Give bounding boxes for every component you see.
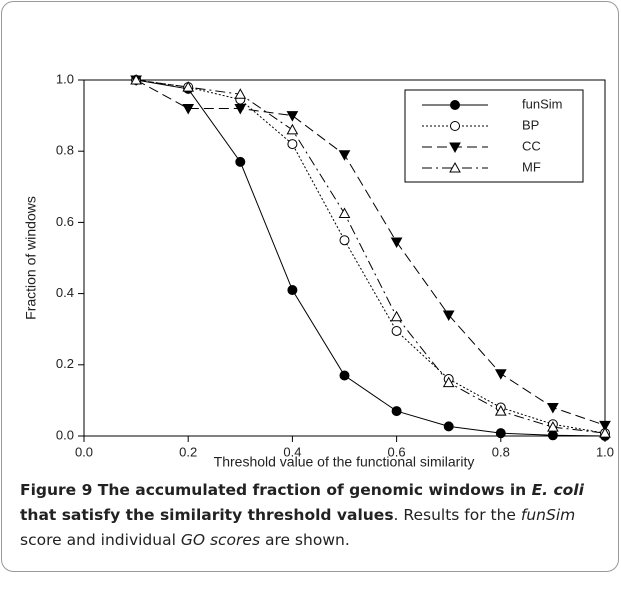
data-point	[182, 81, 195, 92]
caption-text: Figure 9 The accumulated fraction of gen…	[20, 481, 532, 499]
series-line	[136, 79, 606, 437]
y-tick-label: 0.8	[56, 143, 74, 158]
x-tick-label: 0.0	[75, 444, 93, 459]
data-point	[547, 421, 559, 432]
data-point	[547, 430, 558, 441]
data-point	[390, 310, 403, 322]
legend-marker	[450, 121, 460, 131]
x-tick-label: 0.6	[388, 444, 406, 459]
data-point	[234, 103, 247, 115]
x-tick-label: 0.8	[492, 444, 510, 459]
data-point	[339, 370, 350, 381]
series-line	[136, 79, 606, 434]
y-tick-label: 0.2	[56, 356, 74, 371]
series-line	[135, 79, 606, 426]
data-point	[130, 73, 142, 85]
data-point	[235, 156, 246, 167]
legend-marker	[450, 100, 460, 110]
x-tick-label: 0.2	[179, 444, 197, 459]
data-point	[599, 427, 611, 438]
data-point	[599, 420, 611, 432]
x-tick-label: 0.4	[283, 444, 301, 459]
legend-marker	[449, 142, 461, 154]
legend-label: BP	[522, 117, 539, 132]
legend-label: funSim	[522, 96, 562, 111]
series-line	[136, 79, 606, 434]
data-point	[391, 325, 402, 336]
caption-text: that satisfy the similarity threshold va…	[20, 506, 394, 524]
caption-text: funSim	[520, 506, 576, 524]
data-point	[338, 150, 351, 161]
data-point	[495, 428, 506, 439]
data-point	[547, 403, 559, 414]
data-point	[390, 237, 403, 249]
caption-text: . Results for the	[393, 506, 521, 524]
x-tick-label: 1.0	[596, 444, 614, 459]
caption-text: GO scores	[180, 531, 261, 549]
y-axis-label: Fraction of windows	[23, 196, 39, 320]
data-point	[442, 376, 455, 388]
legend-label: MF	[522, 159, 541, 174]
plot-area	[83, 79, 606, 437]
legend-label: CC	[522, 138, 541, 153]
legend-marker	[449, 161, 461, 173]
x-axis-label: Threshold value of the functional simila…	[214, 454, 475, 470]
data-point	[442, 310, 455, 321]
frame	[1, 1, 619, 572]
data-point	[182, 103, 195, 115]
y-tick-label: 0.6	[56, 214, 74, 229]
data-point	[286, 111, 299, 122]
y-tick-label: 1.0	[56, 71, 74, 86]
caption-text: are shown.	[260, 531, 350, 549]
caption-text: score and individual	[20, 531, 181, 549]
y-tick-label: 0.0	[56, 427, 74, 442]
caption: Figure 9 The accumulated fraction of gen…	[20, 478, 610, 553]
y-tick-label: 0.4	[56, 285, 74, 300]
data-point	[234, 88, 247, 99]
data-point	[287, 285, 298, 296]
caption-text: E. coli	[531, 481, 584, 499]
data-point	[494, 405, 507, 416]
data-point	[391, 406, 402, 417]
data-point	[494, 369, 507, 380]
data-point	[443, 421, 454, 432]
data-point	[287, 139, 298, 150]
data-point	[286, 123, 299, 135]
data-point	[338, 207, 351, 218]
data-point	[339, 235, 350, 246]
